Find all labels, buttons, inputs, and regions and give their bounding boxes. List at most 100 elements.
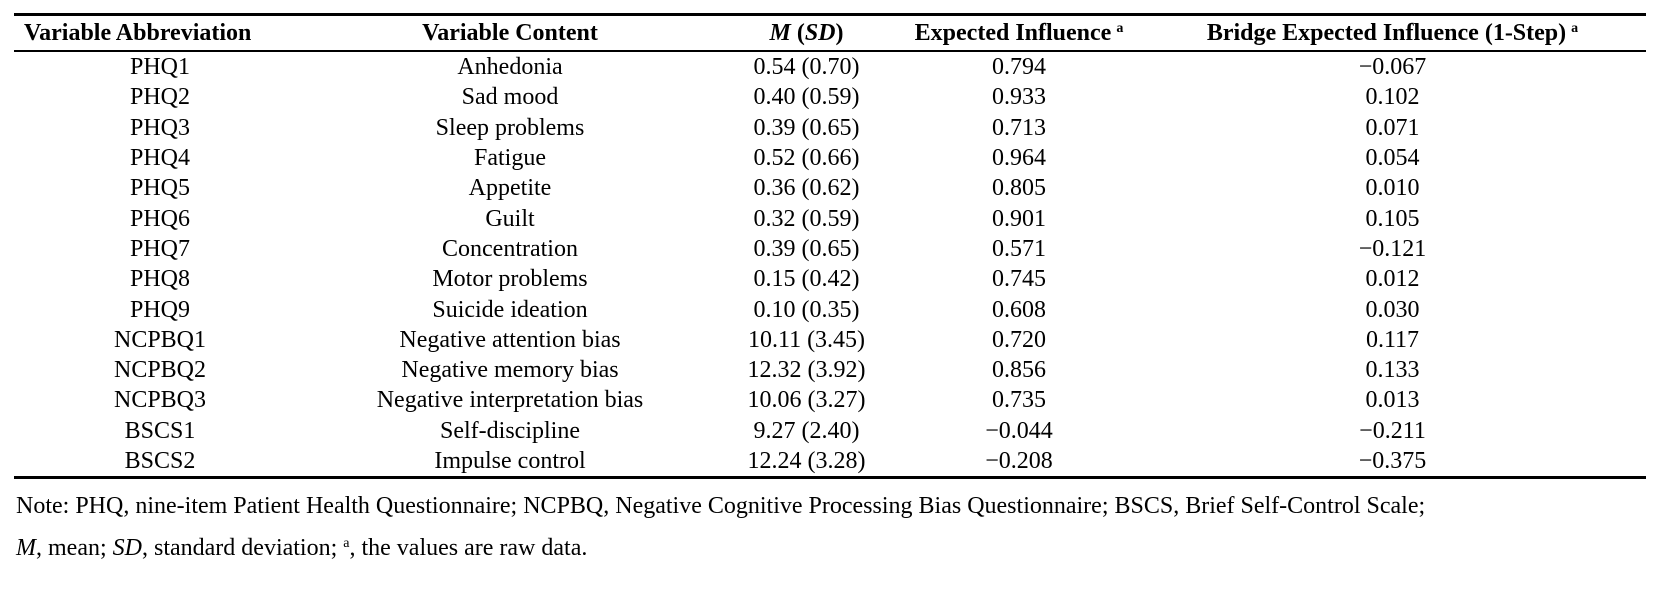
cell-bei: −0.067 xyxy=(1358,54,1427,81)
header-row: Variable Abbreviation Variable Content M… xyxy=(14,14,1646,52)
note-sd-text: , standard deviation; xyxy=(141,535,344,562)
header-variable-abbreviation: Variable Abbreviation xyxy=(14,14,306,52)
cell-ei: 0.745 xyxy=(992,266,1046,293)
header-bei-label: Bridge Expected Influence (1-Step) xyxy=(1206,19,1567,46)
cell-abbr: PHQ1 xyxy=(129,54,190,81)
cell-ei: 0.964 xyxy=(992,145,1046,172)
header-variable-content: Variable Content xyxy=(306,14,714,52)
table-row: NCPBQ1 Negative attention bias 10.11 (3.45… xyxy=(14,325,1646,355)
header-ei-label: Expected Influence xyxy=(914,19,1112,46)
header-sd: SD xyxy=(804,19,836,46)
note-m-text: , mean; xyxy=(36,535,113,562)
table-row: BSCS2 Impulse control 12.24 (3.28) −0.208 −0… xyxy=(14,446,1646,478)
table-row: PHQ5 Appetite 0.36 (0.62) 0.805 0.010 xyxy=(14,173,1646,203)
cell-msd: 10.06 (3.27) xyxy=(747,387,866,414)
cell-content: Concentration xyxy=(442,235,578,262)
cell-msd: 9.27 (2.40) xyxy=(753,417,860,444)
cell-abbr: BSCS2 xyxy=(124,448,196,474)
cell-abbr: PHQ9 xyxy=(129,296,190,323)
table-row: PHQ6 Guilt 0.32 (0.59) 0.901 0.105 xyxy=(14,203,1646,233)
cell-msd: 10.11 (3.45) xyxy=(747,326,866,353)
cell-ei: 0.901 xyxy=(992,205,1046,232)
cell-content: Sad mood xyxy=(461,84,559,111)
cell-bei: 0.030 xyxy=(1365,296,1420,323)
cell-bei: 0.054 xyxy=(1365,145,1420,172)
header-mean-sd: M (SD) xyxy=(714,14,899,52)
table-body: PHQ1 Anhedonia 0.54 (0.70) 0.794 −0.067 PHQ2… xyxy=(14,51,1646,478)
cell-msd: 0.54 (0.70) xyxy=(753,54,860,81)
cell-content: Suicide ideation xyxy=(432,296,588,323)
cell-content: Sleep problems xyxy=(435,114,585,141)
cell-bei: 0.071 xyxy=(1365,114,1420,141)
table-row: PHQ4 Fatigue 0.52 (0.66) 0.964 0.054 xyxy=(14,143,1646,173)
cell-msd: 0.52 (0.66) xyxy=(753,145,860,172)
note-sup-text: , the values are raw data. xyxy=(349,535,588,562)
cell-abbr: NCPBQ1 xyxy=(113,326,207,353)
cell-ei: 0.856 xyxy=(992,357,1046,384)
cell-ei: 0.720 xyxy=(992,326,1046,353)
note-line-2: M, mean; SD, standard deviation; a, the … xyxy=(16,525,1646,567)
cell-content: Negative interpretation bias xyxy=(376,387,644,414)
cell-msd: 0.40 (0.59) xyxy=(753,84,860,111)
note-footnote-mark: a xyxy=(343,536,350,552)
cell-abbr: PHQ4 xyxy=(129,145,190,172)
cell-abbr: PHQ6 xyxy=(129,205,190,232)
cell-bei: 0.105 xyxy=(1365,205,1420,232)
cell-abbr: NCPBQ3 xyxy=(113,387,207,414)
cell-ei: 0.933 xyxy=(992,84,1046,111)
cell-ei: 0.805 xyxy=(992,175,1046,202)
note-m: M xyxy=(16,535,36,562)
cell-ei: −0.208 xyxy=(985,448,1053,474)
table-row: PHQ2 Sad mood 0.40 (0.59) 0.933 0.102 xyxy=(14,82,1646,112)
cell-content: Impulse control xyxy=(434,448,586,474)
cell-bei: 0.117 xyxy=(1365,326,1420,353)
cell-ei: −0.044 xyxy=(985,417,1053,444)
cell-ei: 0.794 xyxy=(992,54,1046,81)
cell-abbr: BSCS1 xyxy=(124,417,196,444)
cell-bei: 0.012 xyxy=(1365,266,1420,293)
table-row: PHQ3 Sleep problems 0.39 (0.65) 0.713 0.071 xyxy=(14,113,1646,143)
cell-abbr: PHQ7 xyxy=(129,235,190,262)
cell-msd: 0.32 (0.59) xyxy=(753,205,860,232)
cell-bei: 0.133 xyxy=(1365,357,1420,384)
table-row: BSCS1 Self-discipline 9.27 (2.40) −0.044 −0.… xyxy=(14,416,1646,446)
cell-content: Motor problems xyxy=(432,266,588,293)
header-expected-influence: Expected Influence a xyxy=(899,14,1139,52)
table-container: Variable Abbreviation Variable Content M… xyxy=(14,13,1646,567)
header-ei-footnote: a xyxy=(1116,20,1124,36)
cell-abbr: PHQ5 xyxy=(129,175,190,202)
header-bridge-expected-influence: Bridge Expected Influence (1-Step) a xyxy=(1139,14,1646,52)
cell-ei: 0.571 xyxy=(992,235,1046,262)
data-table: Variable Abbreviation Variable Content M… xyxy=(14,13,1646,480)
cell-content: Self-discipline xyxy=(440,417,580,444)
cell-bei: −0.121 xyxy=(1358,235,1427,262)
table-row: PHQ7 Concentration 0.39 (0.65) 0.571 −0.121 xyxy=(14,234,1646,264)
cell-msd: 0.39 (0.65) xyxy=(753,114,860,141)
cell-content: Negative attention bias xyxy=(399,326,621,353)
cell-msd: 12.32 (3.92) xyxy=(747,357,866,384)
table-row: PHQ1 Anhedonia 0.54 (0.70) 0.794 −0.067 xyxy=(14,51,1646,82)
cell-content: Anhedonia xyxy=(457,54,563,81)
cell-bei: 0.102 xyxy=(1365,84,1420,111)
cell-ei: 0.713 xyxy=(992,114,1046,141)
cell-bei: −0.375 xyxy=(1358,448,1427,474)
note-line-1: Note: PHQ, nine-item Patient Health Ques… xyxy=(16,493,1426,520)
header-m: M xyxy=(769,19,791,46)
table-row: PHQ9 Suicide ideation 0.10 (0.35) 0.608 0.03… xyxy=(14,294,1646,324)
cell-bei: 0.013 xyxy=(1365,387,1420,414)
cell-abbr: PHQ3 xyxy=(129,114,190,141)
cell-bei: −0.211 xyxy=(1359,417,1426,444)
cell-content: Appetite xyxy=(468,175,552,202)
table-row: PHQ8 Motor problems 0.15 (0.42) 0.745 0.012 xyxy=(14,264,1646,294)
cell-content: Negative memory bias xyxy=(401,357,619,384)
cell-msd: 0.39 (0.65) xyxy=(753,235,860,262)
table-row: NCPBQ3 Negative interpretation bias 10.06 … xyxy=(14,385,1646,415)
cell-abbr: PHQ2 xyxy=(129,84,190,111)
cell-bei: 0.010 xyxy=(1365,175,1420,202)
cell-msd: 12.24 (3.28) xyxy=(747,448,866,474)
table-row: NCPBQ2 Negative memory bias 12.32 (3.92) 0.… xyxy=(14,355,1646,385)
cell-msd: 0.10 (0.35) xyxy=(753,296,860,323)
cell-ei: 0.735 xyxy=(992,387,1046,414)
cell-msd: 0.36 (0.62) xyxy=(753,175,860,202)
table-header: Variable Abbreviation Variable Content M… xyxy=(14,14,1646,52)
